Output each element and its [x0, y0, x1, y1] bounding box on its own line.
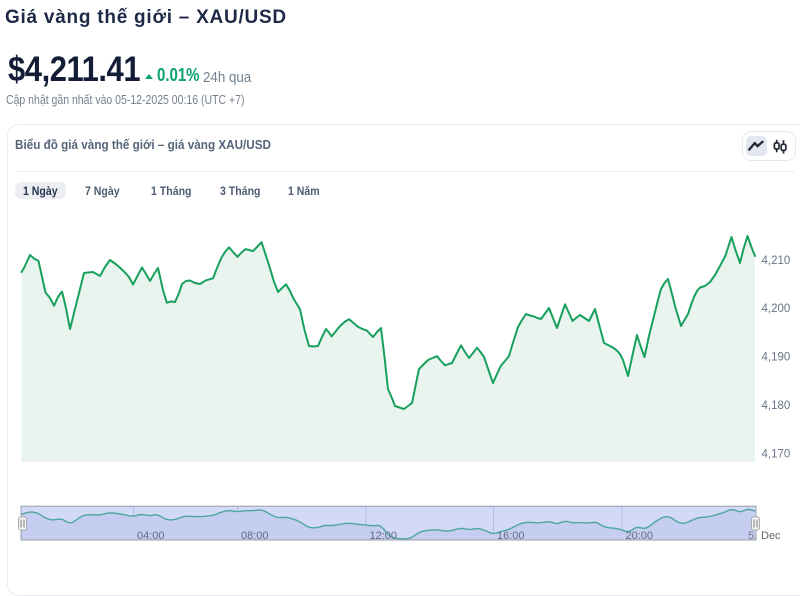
svg-text:Dec: Dec: [761, 530, 781, 542]
svg-text:16:00: 16:00: [497, 530, 525, 542]
svg-text:04:00: 04:00: [137, 530, 165, 542]
svg-text:4,170: 4,170: [762, 448, 791, 460]
svg-text:4,190: 4,190: [762, 352, 791, 364]
svg-text:4,180: 4,180: [762, 400, 791, 412]
svg-text:4,210: 4,210: [762, 255, 791, 267]
svg-text:20:00: 20:00: [626, 530, 654, 542]
svg-text:4,200: 4,200: [762, 303, 791, 315]
svg-text:12:00: 12:00: [370, 530, 398, 542]
svg-text:5.: 5.: [748, 530, 757, 542]
svg-text:08:00: 08:00: [241, 530, 269, 542]
